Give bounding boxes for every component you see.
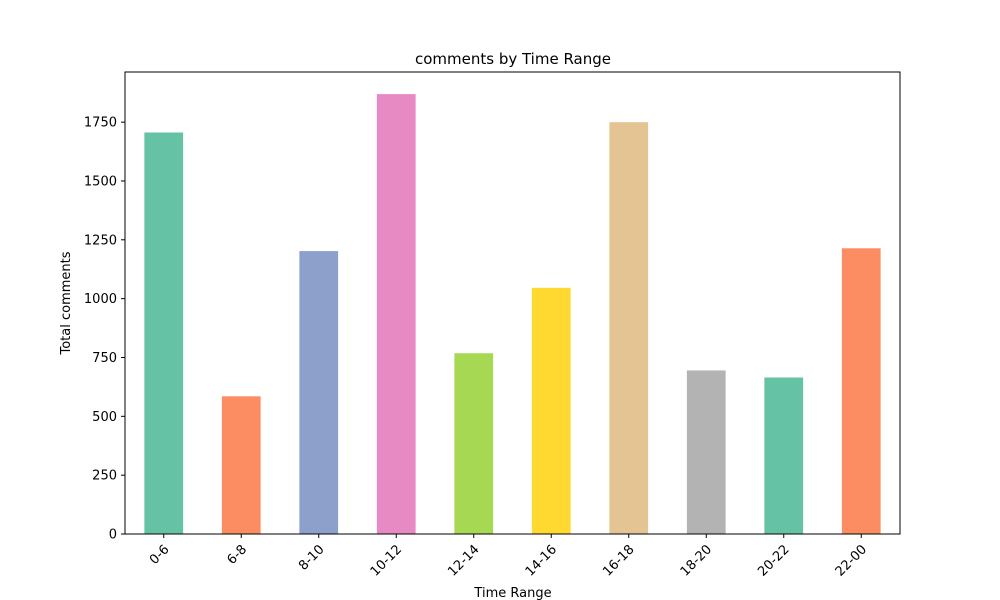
x-tick-label: 18-20 bbox=[678, 542, 715, 579]
y-tick-label: 500 bbox=[92, 410, 117, 425]
x-axis-title: Time Range bbox=[473, 586, 551, 600]
bar-12-14 bbox=[454, 353, 494, 534]
x-tick-label: 10-12 bbox=[368, 542, 405, 579]
bar-18-20 bbox=[686, 370, 726, 534]
y-axis-title: Total comments bbox=[59, 251, 74, 355]
bar-16-18 bbox=[609, 122, 649, 535]
x-tick-label: 6-8 bbox=[224, 542, 250, 568]
y-axis: 0 250 500 750 1000 1250 1500 1750 bbox=[84, 116, 125, 543]
x-tick-label: 14-16 bbox=[523, 542, 560, 579]
bar-8-10 bbox=[299, 251, 339, 534]
x-tick-label: 0-6 bbox=[147, 542, 173, 568]
y-tick-label: 0 bbox=[109, 528, 117, 543]
y-tick-label: 1250 bbox=[84, 233, 117, 248]
plot-area-frame bbox=[124, 71, 901, 535]
bar-14-16 bbox=[531, 287, 571, 534]
y-tick-label: 1750 bbox=[84, 116, 117, 131]
x-tick-label: 8-10 bbox=[296, 542, 327, 573]
y-tick-label: 1000 bbox=[84, 292, 117, 307]
chart-title: comments by Time Range bbox=[415, 50, 611, 68]
bar-0-6 bbox=[144, 132, 184, 534]
y-tick-label: 1500 bbox=[84, 174, 117, 189]
bar-22-00 bbox=[841, 248, 881, 534]
bar-20-22 bbox=[764, 377, 804, 534]
x-axis: 0-6 6-8 8-10 10-12 12-14 14-16 16-18 18-20 20-22… bbox=[147, 534, 870, 580]
x-tick-label: 20-22 bbox=[755, 542, 792, 579]
x-tick-label: 22-00 bbox=[833, 542, 870, 579]
x-tick-label: 16-18 bbox=[600, 542, 637, 579]
bars-layer bbox=[144, 94, 881, 535]
x-tick-label: 12-14 bbox=[445, 542, 482, 579]
bar-6-8 bbox=[221, 396, 261, 534]
bar-10-12 bbox=[376, 94, 416, 534]
y-tick-label: 750 bbox=[92, 351, 117, 366]
y-tick-label: 250 bbox=[92, 469, 117, 484]
